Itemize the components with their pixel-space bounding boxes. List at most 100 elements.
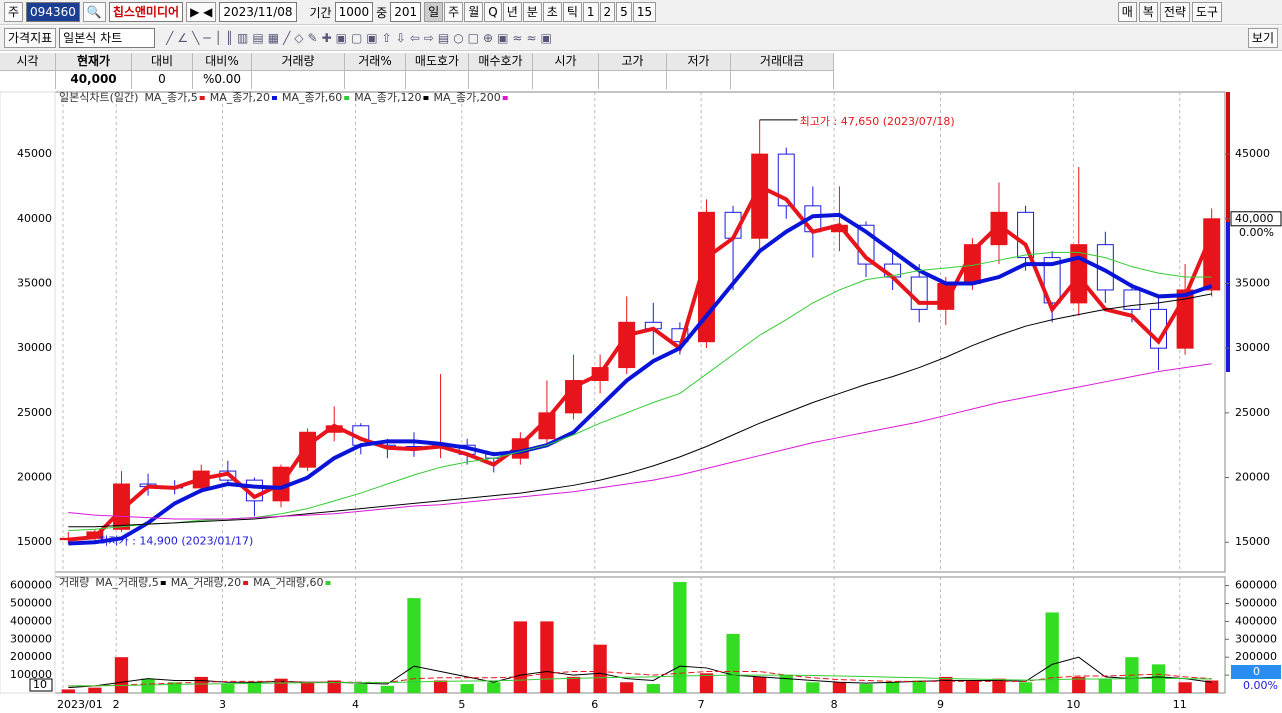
- interval-button[interactable]: 2: [599, 2, 616, 22]
- table-header: 매수호가: [469, 53, 532, 71]
- x-tick-label: 7: [698, 698, 705, 711]
- x-tick-label: 8: [831, 698, 838, 711]
- y-tick-label: 200000: [1235, 650, 1277, 663]
- y-tick-label: 600000: [10, 579, 52, 592]
- zoom[interactable]: 201: [390, 2, 422, 22]
- volume-bar: [141, 678, 155, 693]
- legend-marker: [243, 581, 249, 585]
- info-table: 시각 현재가 40,000 대비 0 대비% %0.00 거래량 거래% 매도호가 매수호가 시가 고가…: [0, 53, 834, 89]
- nav[interactable]: ▶ ◀: [186, 2, 217, 22]
- stock-name[interactable]: 칩스앤미디어: [108, 2, 184, 22]
- interval-button[interactable]: 15: [632, 2, 657, 22]
- legend-entry: MA_거래량,20: [171, 576, 241, 589]
- volume-bar: [247, 682, 262, 693]
- chart-style[interactable]: 일본식 차트: [59, 28, 156, 48]
- code[interactable]: 094360: [26, 2, 80, 22]
- volume-bar: [88, 687, 102, 693]
- code-label[interactable]: 주: [4, 2, 24, 22]
- y-tick-label: 500000: [10, 596, 52, 609]
- y-tick-label: 400000: [10, 614, 52, 627]
- volume-bar: [513, 621, 527, 693]
- volume-bar: [380, 685, 395, 693]
- y-tick-label: 45000: [1235, 147, 1270, 160]
- table-header: 고가: [599, 53, 666, 71]
- legend-marker: [325, 581, 331, 585]
- candle-body: [777, 153, 795, 207]
- period[interactable]: 1000: [334, 2, 374, 22]
- candle-body: [1017, 211, 1035, 259]
- candle-body: [1123, 289, 1141, 310]
- table-header: 저가: [667, 53, 730, 71]
- ma-line: [68, 183, 1214, 542]
- current-change: 0.00%: [1243, 679, 1278, 692]
- price-box: [1230, 211, 1282, 227]
- current-price: 40,000: [1235, 212, 1274, 225]
- annotation: 최저가 : 14,900 (2023/01/17): [98, 535, 253, 548]
- table-header: 거래대금: [731, 53, 833, 71]
- volume-bar: [354, 684, 368, 693]
- table-value: [252, 71, 344, 88]
- volume-bar: [327, 680, 341, 693]
- interval-button[interactable]: 초: [542, 2, 562, 22]
- table-header: 매도호가: [406, 53, 468, 71]
- ma-line: [68, 212, 1213, 546]
- volume-bar: [859, 684, 873, 693]
- interval-button[interactable]: 분: [522, 2, 542, 22]
- interval-button[interactable]: 년: [502, 2, 522, 22]
- x-tick-label: 9: [937, 698, 944, 711]
- y-tick-label: 300000: [10, 632, 52, 645]
- legend-entry: MA_종가,20: [210, 91, 270, 104]
- volume-bar: [1098, 678, 1112, 693]
- interval-button[interactable]: Q: [484, 2, 502, 22]
- table-column: 거래대금: [731, 53, 834, 89]
- table-header: 시각: [0, 53, 55, 71]
- annotation: 최고가 : 47,650 (2023/07/18): [800, 115, 955, 128]
- toolbar-button[interactable]: 도구: [1191, 2, 1222, 22]
- volume-bar: [806, 682, 820, 693]
- legend-entry: MA_거래량,5: [95, 576, 158, 589]
- volume-bar: [566, 676, 581, 693]
- drawing-tools[interactable]: ╱∠╲─│║▥▤▦╱◇✎✚▣▢▣⇧⇩⇦⇨▤○□⊕▣≈≈▣: [166, 31, 556, 45]
- zoom-label: 중: [376, 5, 388, 20]
- view[interactable]: 보기: [1247, 28, 1278, 48]
- table-header: 대비%: [193, 53, 251, 71]
- table-value: 0: [158, 72, 166, 86]
- toolbar-2: 가격지표 일본식 차트 ╱∠╲─│║▥▤▦╱◇✎✚▣▢▣⇧⇩⇦⇨▤○□⊕▣≈≈▣…: [0, 26, 1282, 51]
- toolbar-button[interactable]: 전략: [1159, 2, 1190, 22]
- toolbar-button[interactable]: 매: [1117, 2, 1137, 22]
- search[interactable]: 🔍: [82, 2, 106, 22]
- date[interactable]: 2023/11/08: [219, 2, 297, 22]
- interval-button[interactable]: 월: [464, 2, 484, 22]
- volume-bar: [699, 673, 714, 693]
- right-strip: [1226, 92, 1230, 222]
- y-tick-label: 45000: [17, 147, 52, 160]
- interval-button[interactable]: 주: [444, 2, 464, 22]
- scroll-strip: [0, 91, 56, 694]
- volume-bar: [300, 682, 315, 693]
- y-tick-label: 20000: [1235, 471, 1270, 484]
- volume-bar: [992, 678, 1006, 693]
- volume-bar: [726, 633, 740, 693]
- table-value: [469, 71, 532, 88]
- volume-bar: [779, 675, 793, 693]
- candle-body: [1203, 218, 1221, 291]
- y-tick-label: 100000: [10, 668, 52, 681]
- candle-body: [299, 431, 317, 468]
- ma-line: [68, 363, 1212, 520]
- interval-button[interactable]: 틱: [562, 2, 582, 22]
- interval-button[interactable]: 1: [582, 2, 599, 22]
- table-header: 대비: [132, 53, 192, 71]
- toolbar-button[interactable]: 복: [1138, 2, 1158, 22]
- y-tick-label: 500000: [1235, 596, 1277, 609]
- interval-button[interactable]: 일: [424, 2, 444, 22]
- table-column: 현재가 40,000: [56, 53, 132, 89]
- volume-box: [1231, 665, 1281, 679]
- volume-bar: [620, 682, 634, 693]
- interval-button[interactable]: 5: [616, 2, 632, 22]
- indicator[interactable]: 가격지표: [4, 28, 57, 48]
- legend-entry: MA_종가,120: [354, 91, 421, 104]
- scale-box-label: 10: [33, 678, 47, 691]
- intervals: 일 주 월 Q 년 분 초 틱 1 2 5 15: [424, 2, 657, 22]
